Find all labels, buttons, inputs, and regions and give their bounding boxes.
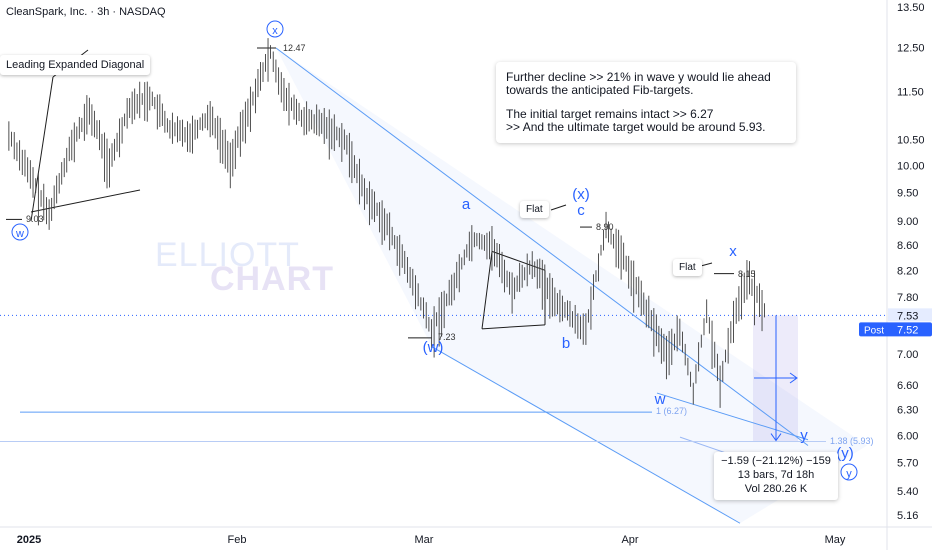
post-label: Post xyxy=(864,325,884,336)
y-tick-label: 11.50 xyxy=(897,87,924,99)
x-tick-label: Apr xyxy=(621,534,638,546)
flat-box-bottom xyxy=(481,324,546,330)
chart-title: CleanSpark, Inc. · 3h · NASDAQ xyxy=(6,6,166,18)
y-tick-label: 6.60 xyxy=(897,380,918,392)
price-label-2: 7.23 xyxy=(438,332,456,342)
y-tick-label: 6.00 xyxy=(897,430,918,442)
diagonal-lower xyxy=(30,189,141,213)
wave-label-0: w xyxy=(15,228,24,240)
price-label-4: 8.15 xyxy=(738,269,756,279)
measure-bars: 13 bars, 7d 18h xyxy=(737,469,815,481)
note-line-2: The initial target remains intact >> 6.2… xyxy=(506,107,766,134)
y-tick-label: 8.20 xyxy=(897,265,918,277)
y-tick-label: 5.40 xyxy=(897,486,918,498)
wave-label-2: (w) xyxy=(423,339,444,356)
watermark-elliott: ELLIOTT xyxy=(155,236,300,274)
y-tick-label: 6.30 xyxy=(897,405,918,417)
analysis-note[interactable]: Further decline >> 21% in wave y would l… xyxy=(496,62,796,143)
wave-label-7: x xyxy=(729,243,737,260)
channel-lower-line xyxy=(431,346,741,524)
x-tick-label: Mar xyxy=(415,534,434,546)
wave-label-1: x xyxy=(272,25,278,37)
x-tick-label: Feb xyxy=(228,534,247,546)
x-tick-label: May xyxy=(825,534,846,546)
post-price-value: 7.52 xyxy=(897,324,918,336)
y-tick-label: 5.16 xyxy=(897,510,918,522)
y-tick-label: 9.00 xyxy=(897,216,918,228)
y-tick-label: 7.00 xyxy=(897,349,918,361)
flat-pointer-1 xyxy=(550,204,567,211)
price-label-6: 1.38 (5.93) xyxy=(830,436,874,446)
wave-circle-0 xyxy=(11,223,29,241)
wave-label-4: b xyxy=(562,335,570,352)
wave-label-10: (y) xyxy=(836,445,854,462)
last-price-badge xyxy=(888,308,932,322)
y-tick-label: 10.00 xyxy=(897,161,925,173)
y-tick-label: 7.80 xyxy=(897,292,918,304)
flat-label-1[interactable]: Flat xyxy=(520,201,549,218)
note-line-1: Further decline >> 21% in wave y would l… xyxy=(506,70,771,97)
measure-arrow-head xyxy=(770,433,782,442)
y-tick-label: 9.50 xyxy=(897,188,918,200)
last-price-value: 7.53 xyxy=(897,310,918,322)
y-tick-label: 8.60 xyxy=(897,240,918,252)
channel-fill xyxy=(276,48,868,524)
wave-label-5: (x) xyxy=(572,186,590,203)
flat-box-left xyxy=(481,251,493,329)
watermark-chart: CHART xyxy=(210,260,334,298)
post-price-badge xyxy=(859,322,932,337)
wave-y-line xyxy=(656,392,809,441)
y-tick-label: 12.50 xyxy=(897,43,925,55)
x-tick-label: 2025 xyxy=(17,534,41,546)
wave-label-11: y xyxy=(846,468,852,480)
price-label-5: 1 (6.27) xyxy=(656,406,687,416)
price-label-3: 8.90 xyxy=(596,222,614,232)
measure-change: −1.59 (−21.12%) −159 xyxy=(721,455,831,467)
wave-label-9: y xyxy=(800,427,808,444)
wave-circle-11 xyxy=(840,463,858,481)
wave-label-6: c xyxy=(577,202,585,219)
diagonal-upper-1 xyxy=(30,76,54,222)
price-label-0: 12.47 xyxy=(283,43,306,53)
leading-diagonal-label[interactable]: Leading Expanded Diagonal xyxy=(0,55,151,75)
price-label-1: 9.03 xyxy=(26,214,44,224)
measure-volume: Vol 280.26 K xyxy=(744,483,808,495)
wave-circle-1 xyxy=(266,20,284,38)
wave-label-8: w xyxy=(654,391,666,408)
y-tick-label: 10.50 xyxy=(897,135,925,147)
y-tick-label: 13.50 xyxy=(897,2,925,14)
wave-label-3: a xyxy=(462,196,471,213)
channel-upper-line xyxy=(275,47,809,446)
y-tick-label: 5.70 xyxy=(897,457,918,469)
flat-label-2[interactable]: Flat xyxy=(673,259,702,276)
measure-arrow-head-right xyxy=(789,372,798,384)
flat-box-top xyxy=(491,250,546,271)
measure-box[interactable]: −1.59 (−21.12%) −159 13 bars, 7d 18h Vol… xyxy=(714,452,838,500)
